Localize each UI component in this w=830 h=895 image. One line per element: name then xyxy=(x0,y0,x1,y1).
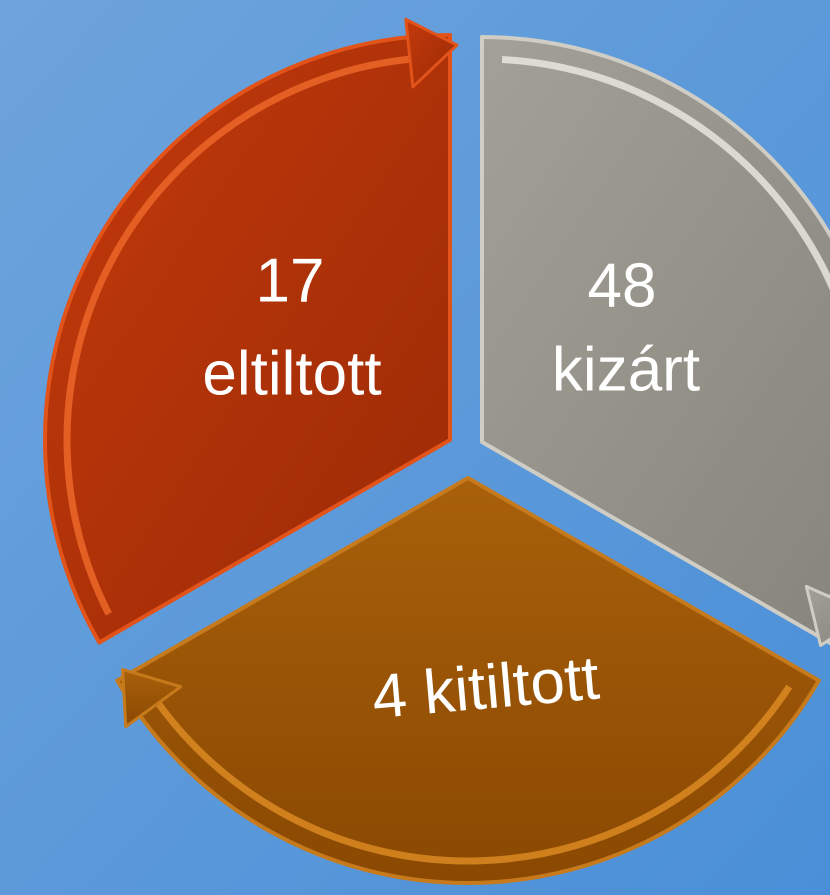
page: {"nodes": [ {"lines": ["17", "eltiltott"… xyxy=(0,0,830,895)
segment-number: 17 xyxy=(256,246,325,315)
segment-label: kizárt xyxy=(552,335,700,404)
cycle-diagram: 17 eltiltott 48 kizárt 4 kitiltott xyxy=(0,0,830,895)
segment-number: 48 xyxy=(588,251,657,320)
segment-label: eltiltott xyxy=(202,339,381,408)
